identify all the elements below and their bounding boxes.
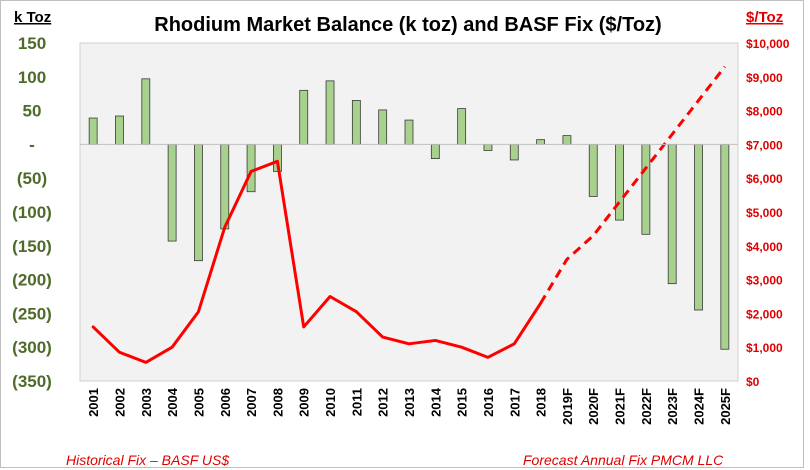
bar-2011 bbox=[351, 100, 361, 145]
bar-2024F bbox=[694, 143, 703, 311]
x-tick-label: 2002 bbox=[112, 388, 127, 417]
bar-2001 bbox=[88, 117, 98, 145]
x-tick-label: 2022F bbox=[639, 388, 654, 425]
x-tick-label: 2014 bbox=[428, 387, 443, 417]
bar-2019F bbox=[562, 135, 572, 145]
x-tick-label: 2012 bbox=[376, 388, 391, 417]
x-tick-label: 2015 bbox=[455, 388, 470, 417]
historical-fix-line bbox=[91, 159, 543, 364]
right-tick-label: $5,000 bbox=[746, 206, 783, 220]
x-tick-label: 2009 bbox=[297, 388, 312, 417]
bar-2014 bbox=[430, 143, 440, 159]
bar-2003 bbox=[141, 78, 151, 145]
right-tick-label: $2,000 bbox=[746, 307, 783, 321]
bar-2005 bbox=[194, 143, 203, 262]
left-tick-label: (350) bbox=[12, 372, 52, 391]
x-tick-label: 2021F bbox=[613, 388, 628, 425]
bar-2020F bbox=[588, 143, 598, 197]
x-tick-label: 2004 bbox=[165, 387, 180, 417]
forecast-fix-line bbox=[539, 65, 727, 305]
bar-2016 bbox=[483, 143, 493, 151]
x-tick-label: 2016 bbox=[481, 388, 496, 417]
bar-2009 bbox=[299, 89, 309, 145]
x-tick-label: 2005 bbox=[191, 388, 206, 417]
chart-title: Rhodium Market Balance (k toz) and BASF … bbox=[154, 14, 661, 36]
right-tick-label: $6,000 bbox=[746, 172, 783, 186]
left-tick-label: (300) bbox=[12, 338, 52, 357]
x-tick-label: 2017 bbox=[507, 388, 522, 417]
left-tick-label: (250) bbox=[12, 304, 52, 323]
left-tick-label: 100 bbox=[18, 68, 46, 87]
bar-2021F bbox=[615, 143, 624, 221]
right-tick-label: $7,000 bbox=[746, 138, 783, 152]
bar-2012 bbox=[378, 109, 388, 145]
left-tick-label: 50 bbox=[23, 102, 42, 121]
bar-2018 bbox=[536, 139, 545, 145]
x-tick-label: 2008 bbox=[270, 388, 285, 417]
plot-area bbox=[79, 42, 739, 382]
right-tick-label: $0 bbox=[746, 375, 760, 389]
legend-forecast-fix: Forecast Annual Fix PMCM LLC bbox=[523, 452, 724, 468]
x-tick-label: 2025F bbox=[718, 388, 733, 425]
bar-2004 bbox=[167, 143, 177, 242]
right-axis-unit: $/Toz bbox=[746, 9, 783, 26]
x-tick-label: 2011 bbox=[349, 388, 364, 416]
right-tick-label: $9,000 bbox=[746, 71, 783, 85]
bar-2015 bbox=[457, 108, 467, 145]
x-tick-label: 2024F bbox=[692, 388, 707, 425]
bar-2017 bbox=[509, 143, 519, 161]
left-tick-label: (100) bbox=[12, 203, 52, 222]
bar-2023F bbox=[667, 143, 677, 285]
x-tick-label: 2023F bbox=[665, 388, 680, 425]
x-tick-label: 2018 bbox=[534, 388, 549, 417]
right-tick-label: $8,000 bbox=[746, 105, 783, 119]
bar-2022F bbox=[641, 143, 651, 235]
left-axis-unit: k Toz bbox=[14, 9, 51, 26]
bar-2002 bbox=[115, 115, 124, 145]
x-tick-label: 2006 bbox=[218, 388, 233, 417]
x-tick-label: 2003 bbox=[139, 388, 154, 417]
legend-historical-fix: Historical Fix – BASF US$ bbox=[66, 452, 230, 468]
x-tick-label: 2013 bbox=[402, 388, 417, 417]
left-tick-label: (50) bbox=[17, 169, 47, 188]
bar-2007 bbox=[246, 143, 256, 193]
x-tick-label: 2001 bbox=[86, 388, 101, 417]
bar-2010 bbox=[325, 80, 335, 145]
right-tick-label: $10,000 bbox=[746, 37, 790, 51]
bar-2013 bbox=[404, 119, 414, 145]
right-tick-label: $3,000 bbox=[746, 274, 783, 288]
left-tick-label: (150) bbox=[12, 237, 52, 256]
right-tick-label: $1,000 bbox=[746, 341, 783, 355]
left-tick-label: - bbox=[29, 135, 35, 154]
bar-2025F bbox=[720, 143, 730, 350]
left-tick-label: (200) bbox=[12, 271, 52, 290]
x-tick-label: 2010 bbox=[323, 388, 338, 417]
x-tick-label: 2020F bbox=[586, 388, 601, 425]
x-tick-label: 2019F bbox=[560, 388, 575, 425]
right-tick-label: $4,000 bbox=[746, 240, 783, 254]
x-tick-label: 2007 bbox=[244, 388, 259, 417]
left-tick-label: 150 bbox=[18, 34, 46, 53]
bar-2006 bbox=[220, 143, 230, 230]
